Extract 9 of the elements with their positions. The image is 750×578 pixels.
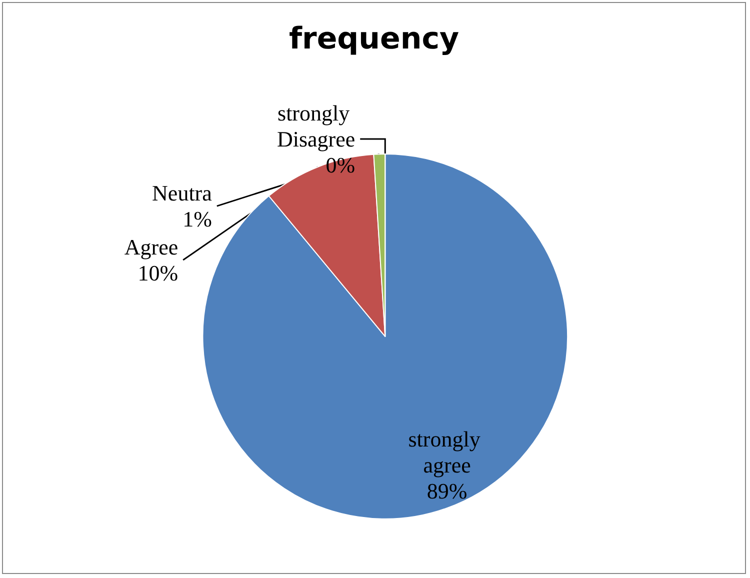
- data-label: 89%: [426, 478, 468, 504]
- data-label: 1%: [182, 206, 212, 232]
- slice-label: strongly agree: [408, 426, 486, 478]
- category-label: strongly Disagree: [276, 100, 356, 152]
- slice-label: Neutra: [152, 180, 212, 206]
- data-label: 10%: [138, 260, 178, 286]
- text: 0%: [326, 152, 356, 178]
- slice-label: Agree: [124, 234, 178, 260]
- chart-title: frequency: [288, 22, 460, 56]
